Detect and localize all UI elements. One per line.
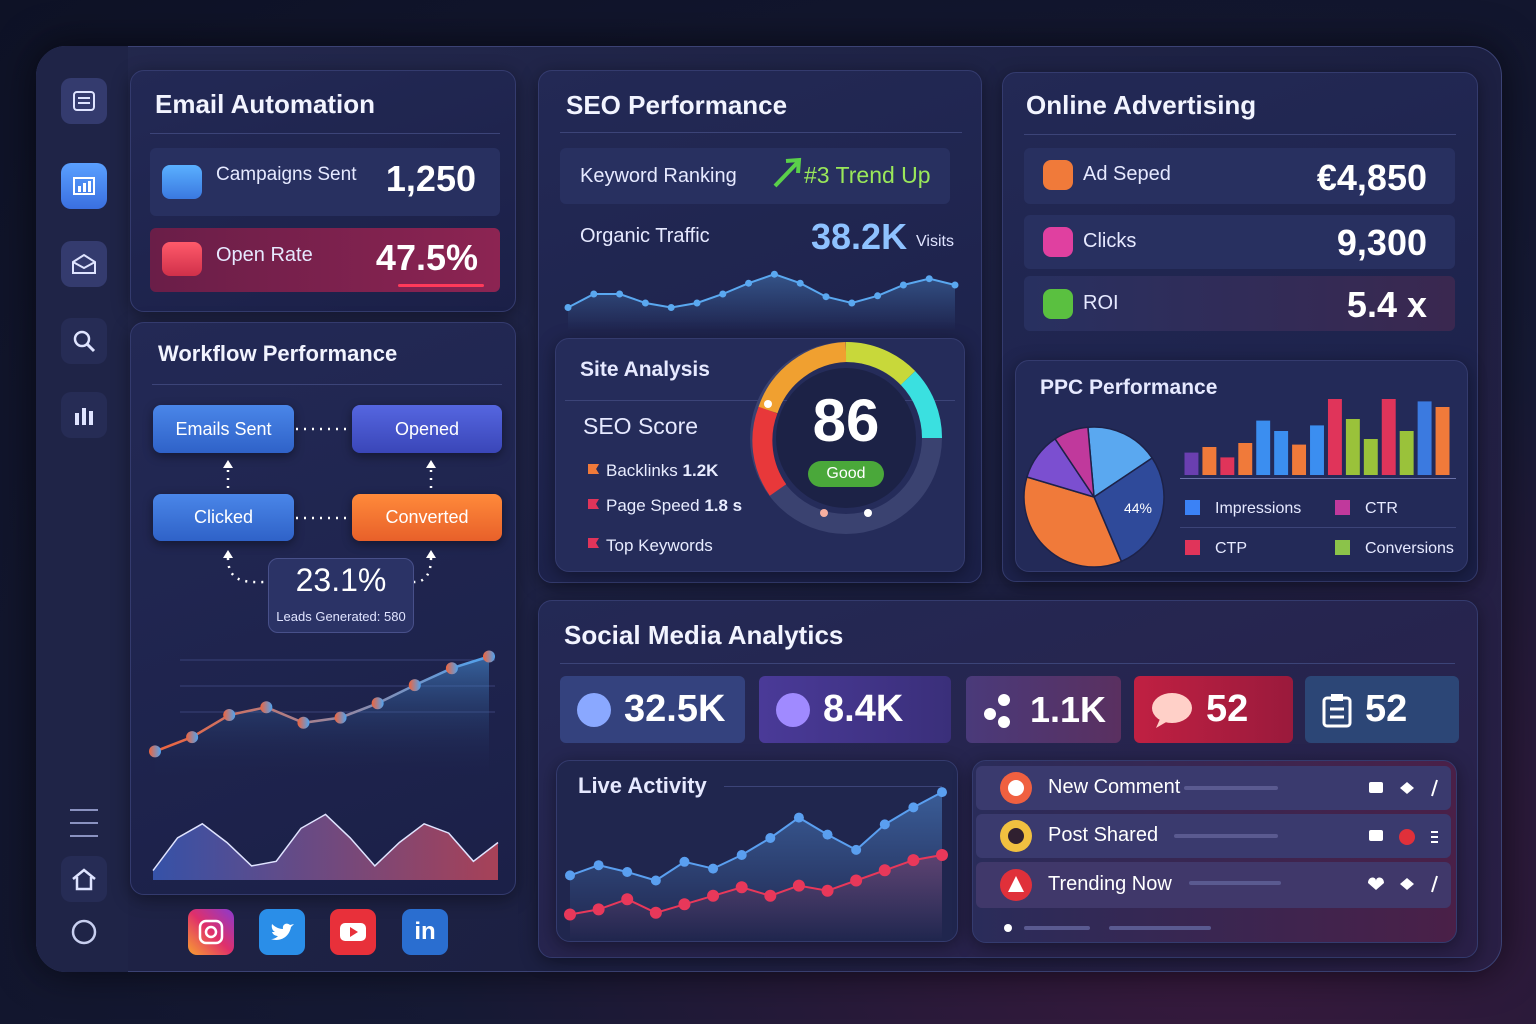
- panel-title: Online Advertising: [1026, 90, 1257, 120]
- divider: [1180, 527, 1456, 528]
- activity-label: Post Shared: [1048, 824, 1159, 846]
- icon: [577, 692, 611, 727]
- leads-generated: Leads Generated: 580: [276, 609, 406, 624]
- score-status: Good: [808, 461, 884, 487]
- nav-circle[interactable]: [70, 918, 98, 946]
- score-label: SEO Score: [583, 413, 699, 439]
- site-row: Page Speed 1.8 s: [606, 496, 742, 516]
- activity-icons: [1000, 772, 1438, 932]
- divider: [724, 786, 942, 787]
- flow-node: Opened: [352, 405, 502, 453]
- conversion-rate: 23.1%: [295, 562, 387, 598]
- stat-card: 8.4K: [759, 676, 951, 743]
- divider: [152, 384, 502, 385]
- panel-title: Email Automation: [155, 89, 376, 119]
- nav-menu[interactable]: [66, 806, 102, 842]
- icon: [776, 692, 810, 727]
- panel-title: SEO Performance: [566, 90, 788, 120]
- nav-home[interactable]: [61, 856, 107, 902]
- linkedin-link[interactable]: in: [402, 909, 448, 955]
- metric-row: [1024, 148, 1455, 204]
- metric-value: 9,300: [1336, 222, 1427, 263]
- divider: [560, 663, 1455, 664]
- icon: [1152, 692, 1192, 728]
- icon: [1043, 160, 1073, 190]
- twitter-link[interactable]: [259, 909, 305, 955]
- row-value: 1.2K: [682, 461, 719, 480]
- nav-stats[interactable]: [61, 392, 107, 438]
- site-row: Backlinks 1.2K: [606, 461, 718, 481]
- divider: [150, 133, 500, 134]
- ppc-title: PPC Performance: [1040, 376, 1218, 399]
- nav-mail[interactable]: [61, 241, 107, 287]
- icon: [162, 242, 202, 276]
- divider: [1024, 134, 1456, 135]
- metric-label: Open Rate: [216, 244, 313, 266]
- youtube-link[interactable]: [330, 909, 376, 955]
- conversion-popup: [268, 558, 414, 633]
- metric-row: [150, 148, 500, 216]
- flow-node: Converted: [352, 494, 502, 541]
- bar-baseline: [1180, 478, 1456, 479]
- metric-value: 5.4 x: [1346, 284, 1427, 325]
- stat-value: 32.5K: [624, 688, 726, 730]
- trend-arrow: [773, 157, 802, 188]
- site-analysis-title: Site Analysis: [580, 358, 710, 381]
- metric-value: 47.5%: [375, 237, 478, 278]
- metric-row: [1024, 276, 1455, 331]
- metric-label: Ad Seped: [1083, 163, 1171, 185]
- activity-label: New Comment: [1048, 776, 1181, 798]
- metric-row: [1024, 215, 1455, 269]
- metric-row: [150, 228, 500, 292]
- stat-card: 52: [1134, 676, 1293, 743]
- traffic-value: 38.2K: [811, 216, 908, 257]
- metric-label: Campaigns Sent: [216, 164, 357, 185]
- nav-search[interactable]: [61, 318, 107, 364]
- icon: [1322, 693, 1352, 727]
- stat-card: 1.1K: [966, 676, 1121, 743]
- icon: [1043, 289, 1073, 319]
- flow-node: Emails Sent: [153, 405, 294, 453]
- panel-title: Social Media Analytics: [564, 620, 844, 650]
- panel-title: Workflow Performance: [158, 341, 398, 366]
- row-flags: [588, 464, 599, 548]
- icon: [162, 165, 202, 199]
- stat-value: 52: [1206, 688, 1249, 730]
- metric-value: €4,850: [1316, 157, 1427, 198]
- divider: [560, 132, 962, 133]
- keyword-label: Keyword Ranking: [580, 165, 737, 187]
- keyword-value: #3 Trend Up: [804, 162, 931, 188]
- nav-analytics[interactable]: [61, 163, 107, 209]
- traffic-unit: Visits: [916, 233, 954, 250]
- stat-value: 8.4K: [823, 688, 904, 730]
- activity-label: Trending Now: [1048, 873, 1172, 895]
- site-row: Top Keywords: [606, 536, 713, 556]
- stat-card: 52: [1305, 676, 1459, 743]
- row-label: Backlinks: [606, 461, 678, 480]
- icon: [984, 693, 1010, 728]
- instagram-link[interactable]: [188, 909, 234, 955]
- seo-score: 86: [812, 387, 880, 454]
- icon: [1043, 227, 1073, 257]
- row-label: Top Keywords: [606, 536, 713, 555]
- traffic-label: Organic Traffic: [580, 225, 710, 247]
- row-value: 1.8 s: [704, 496, 743, 515]
- stat-card: 32.5K: [560, 676, 745, 743]
- metric-label: Clicks: [1083, 230, 1137, 252]
- stat-value: 1.1K: [1030, 688, 1107, 730]
- live-activity-title: Live Activity: [578, 773, 707, 798]
- metric-value: 1,250: [385, 158, 476, 199]
- flow-connectors: [223, 427, 436, 584]
- row-label: Page Speed: [606, 496, 700, 515]
- metric-label: ROI: [1083, 292, 1119, 314]
- keyword-row: [560, 148, 950, 204]
- underline: [398, 284, 484, 287]
- flow-node: Clicked: [153, 494, 294, 541]
- stat-value: 52: [1365, 688, 1408, 730]
- nav-reports[interactable]: [61, 78, 107, 124]
